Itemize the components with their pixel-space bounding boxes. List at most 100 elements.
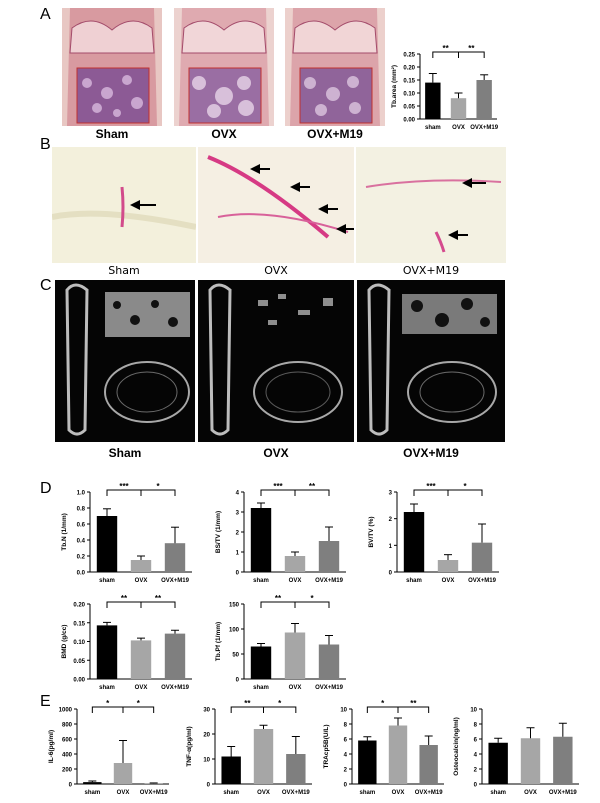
y-tick-label: 10 bbox=[340, 708, 347, 714]
x-tick-label: sham bbox=[99, 578, 115, 584]
x-tick-label: OVX bbox=[452, 125, 465, 131]
y-tick-label: 0.2 bbox=[77, 555, 86, 561]
y-axis-label: Tb.N (1/mm) bbox=[61, 513, 68, 551]
x-tick-label: sham bbox=[253, 578, 269, 584]
bar-sham bbox=[250, 646, 272, 679]
microct-image-sham bbox=[55, 280, 195, 442]
trap-image-ovx-m19 bbox=[356, 147, 506, 263]
caption-b-sham: Sham bbox=[108, 264, 140, 277]
y-tick-label: 2 bbox=[474, 768, 478, 774]
histology-image-sham bbox=[62, 8, 162, 126]
x-tick-label: OVX+M19 bbox=[315, 578, 344, 584]
x-tick-label: OVX+M19 bbox=[315, 685, 344, 691]
x-tick-label: sham bbox=[425, 125, 441, 131]
significance-bracket bbox=[263, 706, 297, 713]
significance-label: ** bbox=[275, 594, 282, 603]
y-tick-label: 0.05 bbox=[403, 105, 415, 111]
y-tick-label: 1.0 bbox=[77, 491, 86, 497]
panel-label-d: D bbox=[40, 480, 52, 497]
significance-label: * bbox=[106, 699, 110, 708]
y-axis-label: BS/TV (1/mm) bbox=[215, 511, 222, 553]
chart-tb-n: 0.0 0.2 0.4 0.6 0.8 1.0 Tb.N (1/mm) sham OVX OVX+… bbox=[61, 482, 192, 584]
y-tick-label: 0.8 bbox=[77, 507, 86, 513]
y-tick-label: 800 bbox=[62, 723, 73, 729]
bar-ovx bbox=[437, 560, 459, 572]
x-tick-label: sham bbox=[84, 790, 100, 796]
significance-label: ** bbox=[155, 594, 162, 603]
y-tick-label: 100 bbox=[229, 628, 240, 634]
y-tick-label: 0 bbox=[389, 571, 393, 577]
x-tick-label: OVX+M19 bbox=[140, 790, 169, 796]
significance-bracket bbox=[294, 601, 330, 608]
y-tick-label: 30 bbox=[203, 708, 210, 714]
y-tick-label: 2 bbox=[389, 517, 393, 523]
y-tick-label: 0 bbox=[474, 783, 478, 789]
x-tick-label: sham bbox=[359, 790, 375, 796]
y-tick-label: 400 bbox=[62, 753, 73, 759]
significance-label: * bbox=[156, 482, 160, 491]
bar-ovx-m19 bbox=[476, 80, 492, 119]
x-tick-label: OVX+M19 bbox=[282, 790, 311, 796]
x-tick-label: sham bbox=[99, 685, 115, 691]
y-tick-label: 2 bbox=[236, 531, 240, 537]
bar-ovx bbox=[284, 556, 306, 572]
y-tick-label: 0.15 bbox=[403, 79, 415, 85]
y-tick-label: 0 bbox=[236, 678, 240, 684]
bar-sham bbox=[221, 756, 241, 784]
bar-ovx-m19 bbox=[164, 543, 186, 572]
significance-label: ** bbox=[443, 44, 450, 53]
caption-c-ovx-m19: OVX+M19 bbox=[403, 446, 459, 460]
y-tick-label: 0 bbox=[236, 571, 240, 577]
caption-b-ovx-m19: OVX+M19 bbox=[402, 264, 460, 277]
bar-ovx bbox=[113, 763, 133, 784]
significance-label: ** bbox=[468, 44, 475, 53]
y-tick-label: 0.05 bbox=[73, 659, 85, 665]
bar-ovx bbox=[253, 729, 274, 784]
caption-c-sham: Sham bbox=[108, 446, 142, 460]
y-tick-label: 50 bbox=[232, 653, 239, 659]
trap-image-ovx bbox=[198, 147, 354, 263]
significance-label: *** bbox=[119, 482, 129, 491]
significance-label: * bbox=[310, 594, 314, 603]
bar-sham bbox=[83, 782, 102, 784]
significance-label: * bbox=[137, 699, 141, 708]
y-tick-label: 0 bbox=[344, 783, 348, 789]
x-tick-label: OVX+M19 bbox=[468, 578, 497, 584]
y-axis-label: BV/TV (%) bbox=[368, 516, 375, 547]
caption-a-ovx: OVX bbox=[211, 127, 237, 141]
bar-sham bbox=[403, 512, 425, 572]
caption-b-ovx: OVX bbox=[264, 264, 288, 277]
histology-image-ovx-m19 bbox=[285, 8, 385, 126]
chart-osteocalcin: 0 2 4 6 8 10 Osteocalcin(ng/ml) sham OVX OVX+M19 bbox=[453, 708, 579, 796]
bar-ovx bbox=[130, 640, 152, 679]
y-tick-label: 8 bbox=[474, 723, 478, 729]
chart-tb-area: 0.00 0.05 0.10 0.15 0.20 0.25 Tb.area (mm²) sha… bbox=[391, 44, 499, 131]
y-tick-label: 600 bbox=[62, 738, 73, 744]
y-tick-label: 1 bbox=[236, 551, 240, 557]
significance-bracket bbox=[294, 489, 330, 496]
bar-sham bbox=[96, 516, 118, 572]
significance-bracket bbox=[122, 706, 155, 713]
y-tick-label: 0.0 bbox=[77, 571, 86, 577]
y-tick-label: 0.6 bbox=[77, 523, 86, 529]
panel-label-a: A bbox=[40, 6, 51, 23]
y-tick-label: 0.00 bbox=[73, 678, 85, 684]
y-tick-label: 1 bbox=[389, 544, 393, 550]
bar-ovx-m19 bbox=[419, 745, 438, 784]
y-tick-label: 6 bbox=[344, 738, 348, 744]
y-tick-label: 8 bbox=[344, 723, 348, 729]
y-tick-label: 20 bbox=[203, 733, 210, 739]
y-tick-label: 1000 bbox=[59, 708, 73, 714]
significance-bracket bbox=[447, 489, 483, 496]
significance-label: * bbox=[381, 699, 385, 708]
bar-ovx bbox=[284, 632, 306, 679]
y-tick-label: 0 bbox=[207, 783, 211, 789]
x-tick-label: OVX bbox=[117, 790, 130, 796]
microct-image-ovx bbox=[198, 280, 354, 442]
bar-ovx-m19 bbox=[286, 754, 306, 784]
bar-ovx bbox=[388, 725, 408, 784]
significance-bracket bbox=[140, 601, 176, 608]
